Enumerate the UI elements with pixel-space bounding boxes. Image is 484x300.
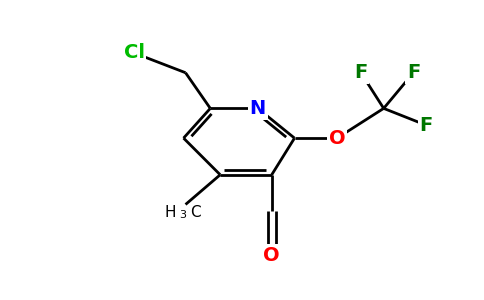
Text: H: H <box>164 205 176 220</box>
Text: C: C <box>191 205 201 220</box>
Text: F: F <box>407 63 420 82</box>
Text: O: O <box>329 129 346 148</box>
Text: N: N <box>250 99 266 118</box>
Text: 3: 3 <box>179 210 186 220</box>
Text: O: O <box>263 246 280 265</box>
Text: Cl: Cl <box>123 44 145 62</box>
Text: F: F <box>420 116 433 135</box>
Text: F: F <box>354 63 367 82</box>
